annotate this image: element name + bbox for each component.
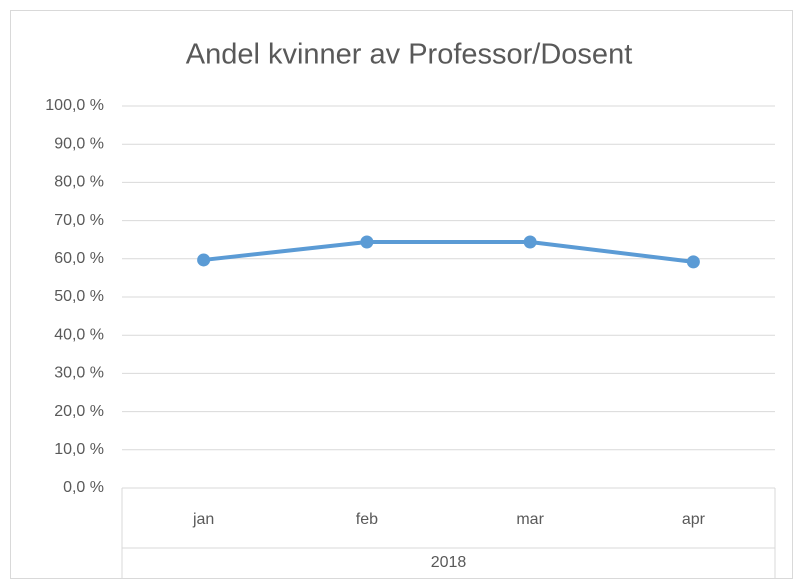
point xyxy=(686,255,700,269)
y-tick-label: 70,0 % xyxy=(54,212,104,229)
point xyxy=(197,253,211,267)
point xyxy=(360,235,374,249)
x-group-label: 2018 xyxy=(431,554,467,571)
y-tick-label: 0,0 % xyxy=(63,479,104,496)
y-tick-label: 30,0 % xyxy=(54,365,104,382)
line xyxy=(201,239,696,264)
point xyxy=(523,235,537,249)
y-tick-label: 10,0 % xyxy=(54,441,104,458)
y-tick-label: 80,0 % xyxy=(54,174,104,191)
chart-border xyxy=(10,10,793,579)
x-tick-label: jan xyxy=(192,511,214,528)
x-tick-label: apr xyxy=(682,511,706,528)
y-tick-label: 50,0 % xyxy=(54,288,104,305)
chart-title: Andel kvinner av Professor/Dosent xyxy=(186,39,633,71)
y-tick-label: 90,0 % xyxy=(54,135,104,152)
y-tick-label: 20,0 % xyxy=(54,403,104,420)
y-tick-label: 60,0 % xyxy=(54,250,104,267)
y-tick-label: 40,0 % xyxy=(54,326,104,343)
x-tick-label: feb xyxy=(356,511,378,528)
y-tick-label: 100,0 % xyxy=(45,97,104,114)
x-tick-label: mar xyxy=(516,511,544,528)
